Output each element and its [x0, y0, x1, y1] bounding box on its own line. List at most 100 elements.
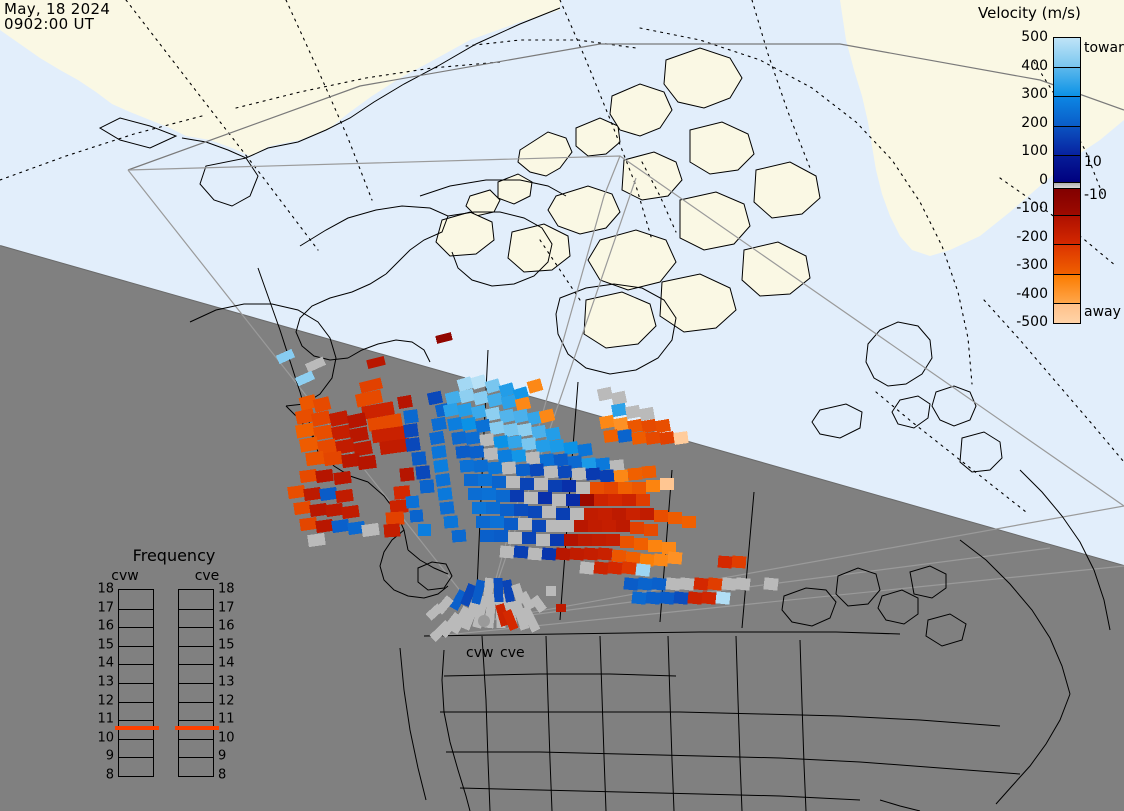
velocity-cell[interactable]: [645, 479, 661, 493]
velocity-cell[interactable]: [580, 494, 594, 506]
velocity-cell[interactable]: [530, 594, 547, 614]
velocity-cell[interactable]: [444, 390, 462, 406]
velocity-cell[interactable]: [305, 450, 325, 467]
radar-label-cve[interactable]: cve: [500, 645, 525, 661]
velocity-cell[interactable]: [293, 500, 312, 516]
velocity-cell[interactable]: [707, 577, 723, 591]
velocity-cell[interactable]: [507, 531, 523, 545]
velocity-cell[interactable]: [449, 605, 472, 635]
velocity-cell[interactable]: [496, 490, 510, 502]
velocity-cell[interactable]: [393, 485, 411, 500]
velocity-cell[interactable]: [433, 459, 449, 473]
velocity-cell[interactable]: [682, 516, 696, 528]
velocity-cell[interactable]: [315, 468, 334, 484]
velocity-cell[interactable]: [465, 431, 481, 445]
velocity-cell[interactable]: [443, 515, 459, 529]
velocity-cell[interactable]: [545, 426, 561, 442]
frequency-column-cve[interactable]: cve 18 17 16 15 14 13 12 11 10 9 8: [174, 568, 240, 788]
velocity-cell[interactable]: [451, 431, 467, 445]
velocity-cell[interactable]: [654, 510, 668, 522]
velocity-cell[interactable]: [717, 555, 733, 569]
velocity-cell[interactable]: [531, 424, 547, 440]
velocity-cell[interactable]: [505, 475, 521, 489]
velocity-cell[interactable]: [543, 465, 559, 479]
velocity-cell[interactable]: [667, 551, 683, 565]
velocity-cell[interactable]: [403, 409, 419, 424]
velocity-cell[interactable]: [521, 531, 537, 545]
frequency-column-cvw[interactable]: cvw 18 17 16 15 14 13 12 11 10 9 8: [92, 568, 159, 788]
velocity-cell[interactable]: [354, 389, 384, 408]
velocity-cell[interactable]: [477, 473, 493, 487]
velocity-cell[interactable]: [514, 396, 532, 412]
velocity-cell[interactable]: [489, 420, 505, 436]
velocity-cell[interactable]: [597, 547, 613, 561]
velocity-cell[interactable]: [483, 447, 499, 461]
velocity-cell[interactable]: [640, 508, 654, 520]
velocity-cell[interactable]: [411, 451, 427, 466]
velocity-cell[interactable]: [587, 519, 603, 533]
velocity-cell[interactable]: [623, 577, 639, 591]
velocity-cell[interactable]: [426, 390, 444, 406]
velocity-cell[interactable]: [538, 408, 556, 424]
velocity-cell[interactable]: [299, 436, 319, 453]
velocity-cell[interactable]: [449, 589, 468, 611]
velocity-cell[interactable]: [687, 591, 703, 605]
velocity-cell[interactable]: [639, 553, 655, 567]
velocity-cell[interactable]: [619, 535, 635, 549]
velocity-cell[interactable]: [415, 465, 431, 480]
velocity-cell[interactable]: [431, 445, 447, 459]
velocity-cell[interactable]: [731, 555, 747, 569]
velocity-cell[interactable]: [701, 591, 717, 605]
velocity-cell[interactable]: [594, 494, 608, 506]
velocity-cell[interactable]: [556, 508, 570, 520]
velocity-cell[interactable]: [608, 494, 622, 506]
velocity-cell[interactable]: [460, 583, 477, 607]
velocity-cell[interactable]: [341, 504, 360, 520]
velocity-cell[interactable]: [460, 599, 481, 631]
velocity-cell[interactable]: [294, 370, 316, 387]
velocity-cell[interactable]: [479, 529, 495, 543]
velocity-cell[interactable]: [484, 406, 502, 422]
velocity-cell[interactable]: [645, 431, 661, 445]
velocity-cell[interactable]: [435, 473, 451, 487]
velocity-cell[interactable]: [458, 388, 476, 404]
velocity-cell[interactable]: [353, 440, 373, 457]
velocity-cell[interactable]: [598, 508, 612, 520]
velocity-cell[interactable]: [379, 437, 411, 456]
velocity-cell[interactable]: [673, 591, 689, 605]
velocity-cell[interactable]: [331, 424, 351, 441]
velocity-cell[interactable]: [461, 416, 477, 432]
velocity-cell[interactable]: [569, 547, 585, 561]
velocity-cell[interactable]: [573, 519, 589, 533]
velocity-cell[interactable]: [584, 508, 598, 520]
velocity-cell[interactable]: [524, 492, 538, 504]
velocity-cell[interactable]: [455, 445, 471, 459]
velocity-cell[interactable]: [517, 517, 533, 531]
velocity-cell[interactable]: [605, 533, 621, 547]
velocity-cell[interactable]: [405, 437, 421, 452]
velocity-cell[interactable]: [486, 502, 500, 514]
velocity-cell[interactable]: [659, 431, 675, 445]
velocity-cell[interactable]: [397, 394, 413, 410]
velocity-cell[interactable]: [561, 479, 577, 493]
velocity-cell[interactable]: [735, 577, 751, 591]
velocity-cell[interactable]: [636, 494, 650, 506]
velocity-cell[interactable]: [626, 508, 640, 520]
velocity-cell[interactable]: [298, 394, 318, 411]
velocity-cell[interactable]: [579, 561, 595, 575]
velocity-cell[interactable]: [295, 422, 315, 439]
velocity-cell[interactable]: [679, 577, 695, 591]
velocity-cell[interactable]: [633, 537, 649, 551]
velocity-cell[interactable]: [639, 406, 655, 422]
velocity-cell[interactable]: [335, 438, 355, 455]
velocity-cell[interactable]: [459, 459, 475, 473]
velocity-cell[interactable]: [479, 433, 495, 447]
frequency-scale-cvw[interactable]: [115, 589, 159, 777]
velocity-cell[interactable]: [647, 539, 663, 553]
velocity-cell[interactable]: [542, 506, 556, 518]
velocity-cell[interactable]: [475, 418, 491, 434]
velocity-cell[interactable]: [341, 452, 361, 469]
velocity-cell[interactable]: [661, 541, 677, 555]
velocity-cell[interactable]: [514, 504, 528, 516]
